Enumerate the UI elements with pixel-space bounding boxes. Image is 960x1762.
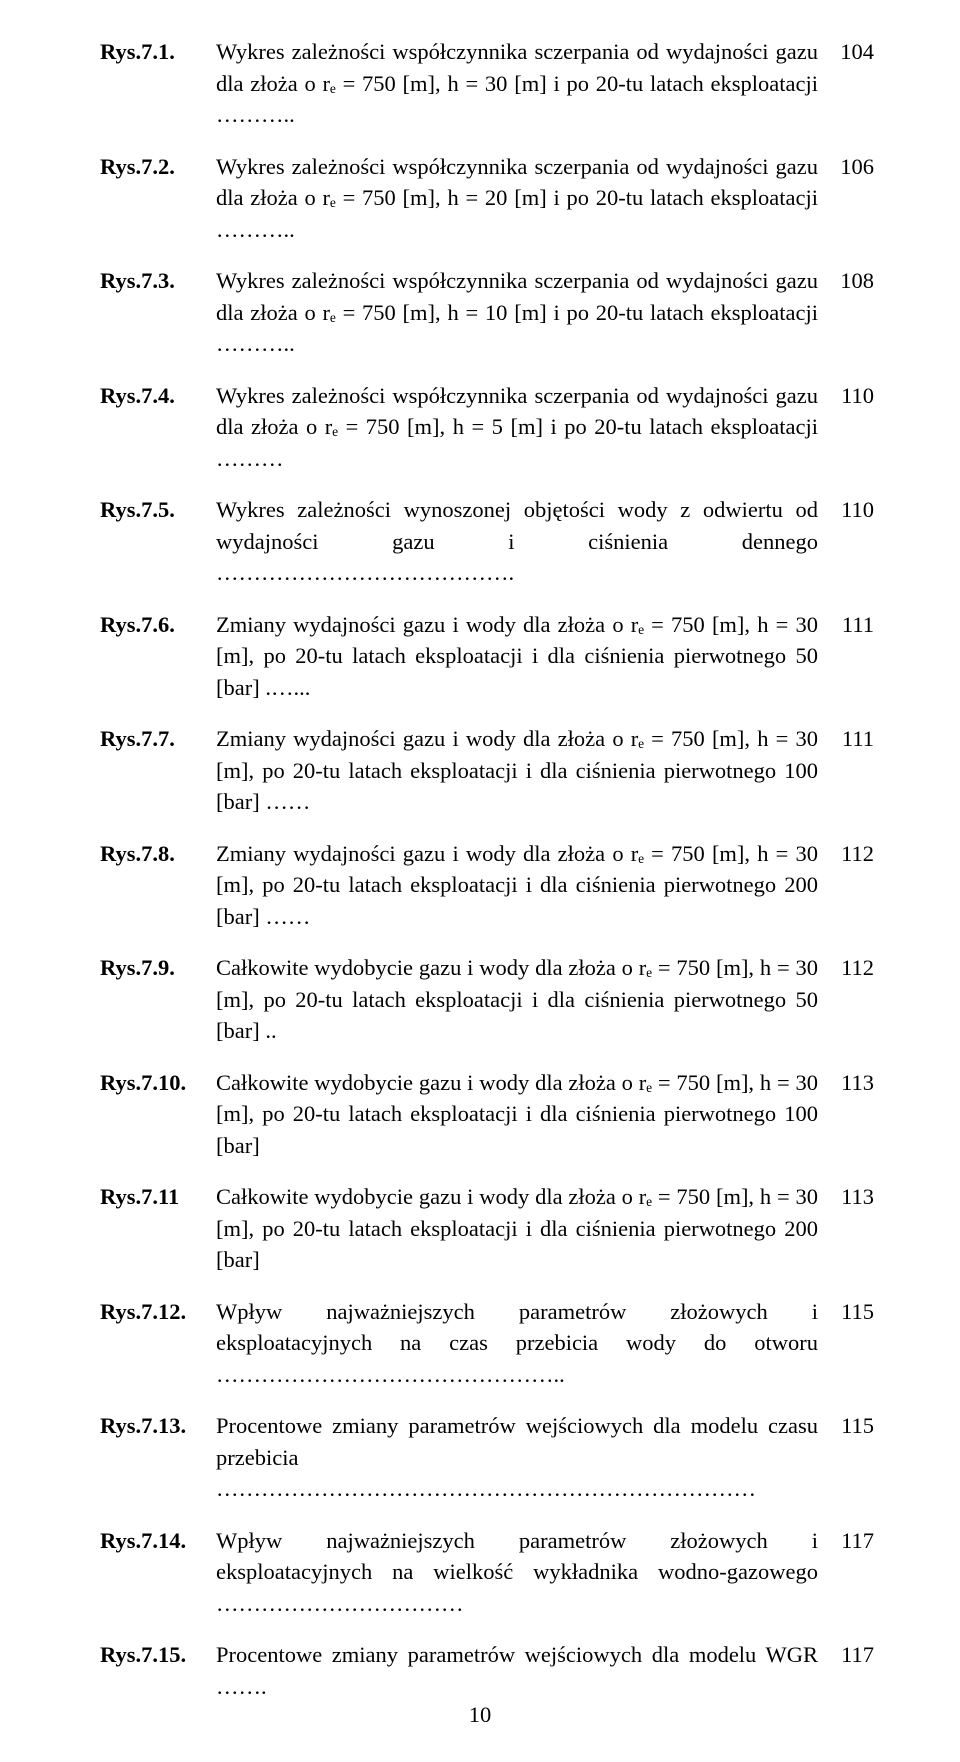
- figure-description: Całkowite wydobycie gazu i wody dla złoż…: [216, 1067, 828, 1162]
- figure-description: Zmiany wydajności gazu i wody dla złoża …: [216, 723, 828, 818]
- document-page: Rys.7.1.Wykres zależności współczynnika …: [0, 0, 960, 1762]
- figure-entry: Rys.7.2.Wykres zależności współczynnika …: [100, 151, 874, 246]
- figure-entry: Rys.7.9.Całkowite wydobycie gazu i wody …: [100, 952, 874, 1047]
- figure-page: 111: [828, 723, 874, 755]
- figure-description: Procentowe zmiany parametrów wejściowych…: [216, 1639, 828, 1702]
- figure-list: Rys.7.1.Wykres zależności współczynnika …: [100, 36, 874, 1702]
- figure-entry: Rys.7.14.Wpływ najważniejszych parametró…: [100, 1525, 874, 1620]
- figure-label: Rys.7.10.: [100, 1067, 216, 1099]
- figure-label: Rys.7.9.: [100, 952, 216, 984]
- figure-label: Rys.7.6.: [100, 609, 216, 641]
- figure-label: Rys.7.3.: [100, 265, 216, 297]
- figure-entry: Rys.7.12.Wpływ najważniejszych parametró…: [100, 1296, 874, 1391]
- figure-description: Wpływ najważniejszych parametrów złożowy…: [216, 1296, 828, 1391]
- figure-entry: Rys.7.6.Zmiany wydajności gazu i wody dl…: [100, 609, 874, 704]
- figure-description: Całkowite wydobycie gazu i wody dla złoż…: [216, 1181, 828, 1276]
- figure-page: 110: [828, 494, 874, 526]
- figure-page: 113: [828, 1181, 874, 1213]
- figure-label: Rys.7.14.: [100, 1525, 216, 1557]
- figure-page: 115: [828, 1410, 874, 1442]
- figure-description: Zmiany wydajności gazu i wody dla złoża …: [216, 609, 828, 704]
- figure-page: 115: [828, 1296, 874, 1328]
- figure-page: 112: [828, 838, 874, 870]
- figure-entry: Rys.7.1.Wykres zależności współczynnika …: [100, 36, 874, 131]
- figure-label: Rys.7.15.: [100, 1639, 216, 1671]
- figure-label: Rys.7.5.: [100, 494, 216, 526]
- figure-description: Zmiany wydajności gazu i wody dla złoża …: [216, 838, 828, 933]
- figure-entry: Rys.7.4.Wykres zależności współczynnika …: [100, 380, 874, 475]
- page-number: 10: [0, 1702, 960, 1728]
- figure-description: Całkowite wydobycie gazu i wody dla złoż…: [216, 952, 828, 1047]
- figure-entry: Rys.7.3.Wykres zależności współczynnika …: [100, 265, 874, 360]
- figure-label: Rys.7.2.: [100, 151, 216, 183]
- figure-entry: Rys.7.13.Procentowe zmiany parametrów we…: [100, 1410, 874, 1505]
- figure-description: Wykres zależności współczynnika sczerpan…: [216, 151, 828, 246]
- figure-entry: Rys.7.11Całkowite wydobycie gazu i wody …: [100, 1181, 874, 1276]
- figure-description: Procentowe zmiany parametrów wejściowych…: [216, 1410, 828, 1505]
- figure-entry: Rys.7.7.Zmiany wydajności gazu i wody dl…: [100, 723, 874, 818]
- figure-page: 111: [828, 609, 874, 641]
- figure-page: 113: [828, 1067, 874, 1099]
- figure-entry: Rys.7.8.Zmiany wydajności gazu i wody dl…: [100, 838, 874, 933]
- figure-page: 106: [828, 151, 874, 183]
- figure-label: Rys.7.12.: [100, 1296, 216, 1328]
- figure-label: Rys.7.11: [100, 1181, 216, 1213]
- figure-description: Wykres zależności współczynnika sczerpan…: [216, 36, 828, 131]
- figure-entry: Rys.7.15.Procentowe zmiany parametrów we…: [100, 1639, 874, 1702]
- figure-description: Wpływ najważniejszych parametrów złożowy…: [216, 1525, 828, 1620]
- figure-description: Wykres zależności współczynnika sczerpan…: [216, 380, 828, 475]
- figure-page: 112: [828, 952, 874, 984]
- figure-label: Rys.7.7.: [100, 723, 216, 755]
- figure-page: 110: [828, 380, 874, 412]
- figure-description: Wykres zależności wynoszonej objętości w…: [216, 494, 828, 589]
- figure-page: 104: [828, 36, 874, 68]
- figure-entry: Rys.7.10.Całkowite wydobycie gazu i wody…: [100, 1067, 874, 1162]
- figure-page: 117: [828, 1639, 874, 1671]
- figure-label: Rys.7.8.: [100, 838, 216, 870]
- figure-entry: Rys.7.5.Wykres zależności wynoszonej obj…: [100, 494, 874, 589]
- figure-label: Rys.7.4.: [100, 380, 216, 412]
- figure-page: 117: [828, 1525, 874, 1557]
- figure-label: Rys.7.1.: [100, 36, 216, 68]
- figure-label: Rys.7.13.: [100, 1410, 216, 1442]
- figure-page: 108: [828, 265, 874, 297]
- figure-description: Wykres zależności współczynnika sczerpan…: [216, 265, 828, 360]
